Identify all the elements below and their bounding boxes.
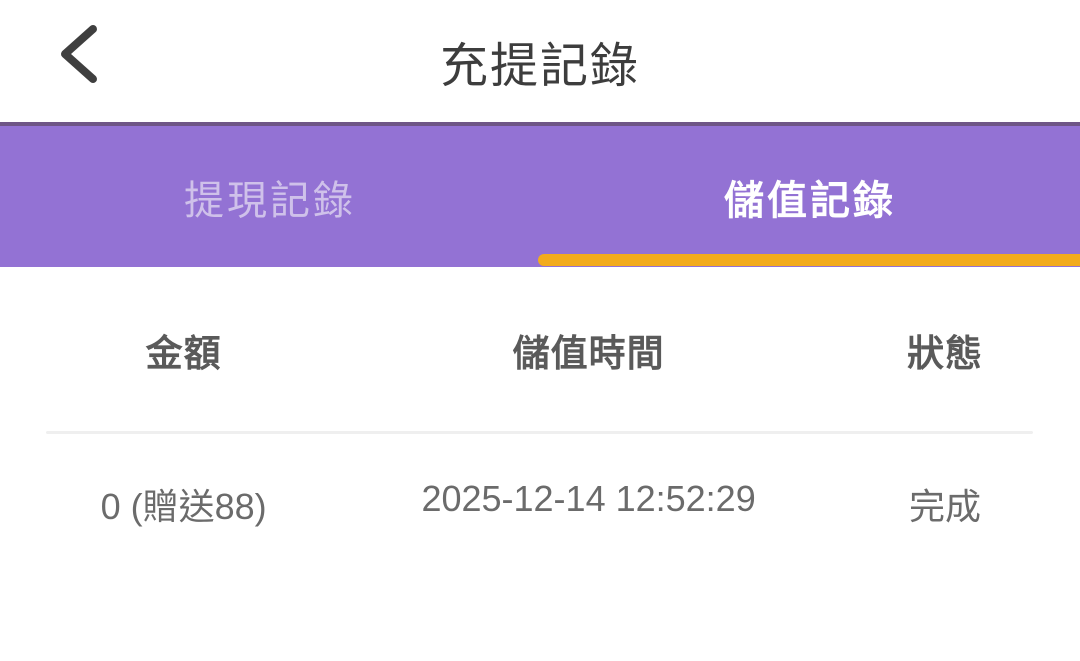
header-divider — [46, 431, 1033, 434]
column-header-amount: 金額 — [145, 333, 222, 374]
tab-deposit-records[interactable]: 儲值記錄 — [538, 126, 1080, 267]
tab-bar: 提現記錄 儲值記錄 — [0, 122, 1080, 267]
page-title: 充提記錄 — [439, 40, 640, 93]
tab-withdrawal-records[interactable]: 提現記錄 — [0, 126, 540, 267]
row-deposit-time: 2025-12-14 12:52:29 — [421, 478, 756, 519]
column-header-deposit-time: 儲值時間 — [512, 333, 665, 374]
row-amount: 0 (贈送88) — [100, 486, 267, 527]
back-button[interactable] — [42, 12, 114, 96]
column-header-status: 狀態 — [906, 333, 983, 374]
table-header-row: 金額 儲值時間 狀態 — [0, 323, 1080, 377]
table-row: 0 (贈送88) 2025-12-14 12:52:29 完成 — [0, 478, 1080, 530]
table-body: 0 (贈送88) 2025-12-14 12:52:29 完成 — [0, 478, 1080, 530]
header: 充提記錄 — [0, 0, 1080, 122]
row-status: 完成 — [908, 486, 981, 527]
records-table: 金額 儲值時間 狀態 0 (贈送88) 2025-12-14 12:52:29 … — [0, 267, 1080, 530]
tab-label: 提現記錄 — [184, 178, 356, 223]
active-tab-indicator — [538, 254, 1080, 266]
chevron-left-icon — [61, 25, 97, 83]
tab-label: 儲值記錄 — [724, 178, 896, 223]
